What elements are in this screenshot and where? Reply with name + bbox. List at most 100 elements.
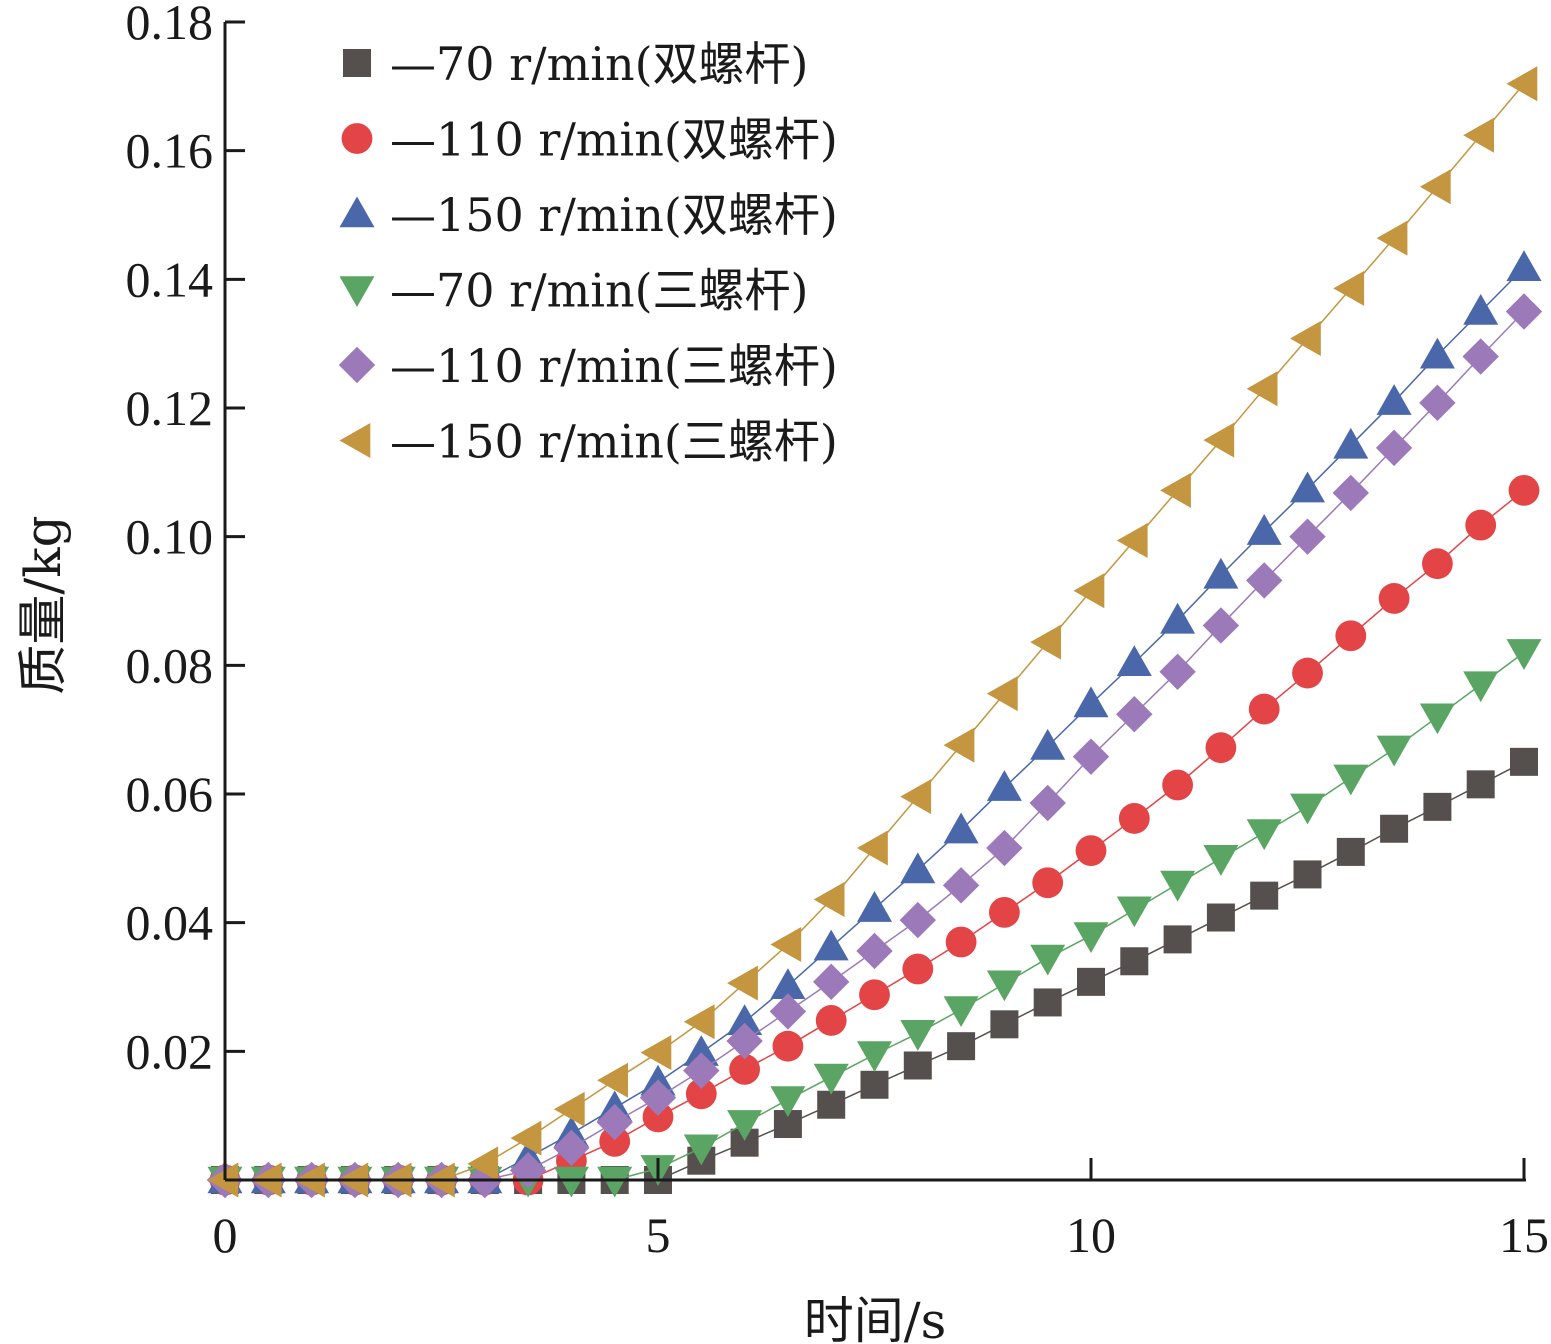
data-point [1075,835,1107,867]
data-point [813,1063,849,1095]
y-axis-title: 质量/kg [14,515,72,694]
data-point [813,882,845,918]
data-point [207,1162,239,1198]
data-point [899,901,936,939]
data-point [1376,220,1408,256]
data-point [1246,371,1278,407]
data-point [1203,422,1235,458]
data-point [817,1090,846,1119]
data-point [642,1101,674,1133]
data-point [900,1020,936,1051]
y-tick-label: 0.08 [126,637,214,693]
data-point [1375,429,1413,467]
data-point [943,812,979,844]
legend-marker [341,123,373,154]
data-point [770,968,806,1000]
data-point [1380,814,1409,843]
data-point [856,932,893,970]
data-point [900,852,936,884]
data-point [813,929,849,961]
data-point [1206,903,1235,932]
legend-item: —110 r/min(三螺杆) [338,339,838,393]
data-point [1422,548,1453,580]
data-point [1506,250,1542,282]
data-point [1030,624,1061,660]
data-point [640,1035,672,1071]
data-point [1203,845,1239,876]
data-point [1073,922,1109,954]
data-point [1032,867,1064,899]
data-point [986,676,1018,712]
data-point [1029,784,1066,822]
data-point [1116,696,1153,733]
data-point [1116,645,1152,677]
data-point [1376,735,1412,767]
data-point [1290,321,1321,357]
data-point [772,1030,804,1062]
data-point [815,1005,847,1036]
data-point [1333,270,1365,306]
data-point [553,1166,589,1198]
data-point [1292,657,1323,689]
data-point [1335,620,1367,652]
data-point [1246,514,1282,545]
legend-label: —110 r/min(三螺杆) [390,339,838,393]
data-point [1203,557,1239,589]
axes: 0.02 0.04 0.06 0.08 0.10 0.12 0.14 0.16 0.18 0 5 10… [126,0,1550,1263]
data-point [859,979,890,1011]
data-point [770,927,802,963]
data-point [986,829,1023,867]
legend-label: —110 r/min(双螺杆) [390,113,838,167]
legend-item: —150 r/min(双螺杆) [339,188,838,242]
data-point [639,1079,677,1116]
data-point [1116,896,1152,928]
legend-label: —150 r/min(三螺杆) [390,415,838,469]
data-point [1423,792,1452,821]
data-point [509,1152,547,1189]
data-point [1250,881,1279,910]
data-point [510,1120,542,1156]
data-point [942,867,980,904]
y-tick-label: 0.18 [126,0,214,50]
legend: —70 r/min(双螺杆) —110 r/min(双螺杆) —150 r/min(… [338,37,838,469]
data-point [1333,427,1369,459]
legend-item: —110 r/min(双螺杆) [341,113,838,167]
data-point [1073,573,1105,609]
data-point [1332,474,1369,512]
legend-item: —150 r/min(三螺杆) [339,415,838,469]
data-point [1289,518,1326,555]
data-point [1246,819,1282,851]
data-point [1419,337,1455,369]
data-point [1419,169,1451,205]
data-point [1463,671,1499,703]
data-point [553,1129,590,1167]
data-point [1160,870,1196,902]
data-point [597,1062,628,1098]
data-point [685,1078,717,1110]
data-point [596,1103,633,1141]
legend-marker [343,49,371,77]
data-point [857,891,892,922]
data-point [1160,472,1191,508]
x-axis-title: 时间/s [804,1292,947,1344]
data-point [1160,602,1196,634]
data-point [1376,384,1412,415]
data-point [683,1035,719,1066]
data-point [1378,583,1410,614]
data-point [986,770,1022,801]
data-point [1202,607,1240,644]
data-point [599,1126,631,1157]
data-point [1248,693,1280,725]
data-point [1508,474,1540,506]
y-tick-label: 0.14 [126,251,214,307]
data-point [1290,793,1325,825]
data-point [553,1091,585,1127]
data-point [1505,293,1543,330]
data-point [769,993,807,1030]
data-point [813,963,850,1001]
data-point [903,1051,932,1080]
legend-label: —70 r/min(双螺杆) [390,37,809,91]
data-point [1293,860,1322,889]
y-tick-label: 0.12 [126,380,214,436]
data-point [1120,947,1149,976]
